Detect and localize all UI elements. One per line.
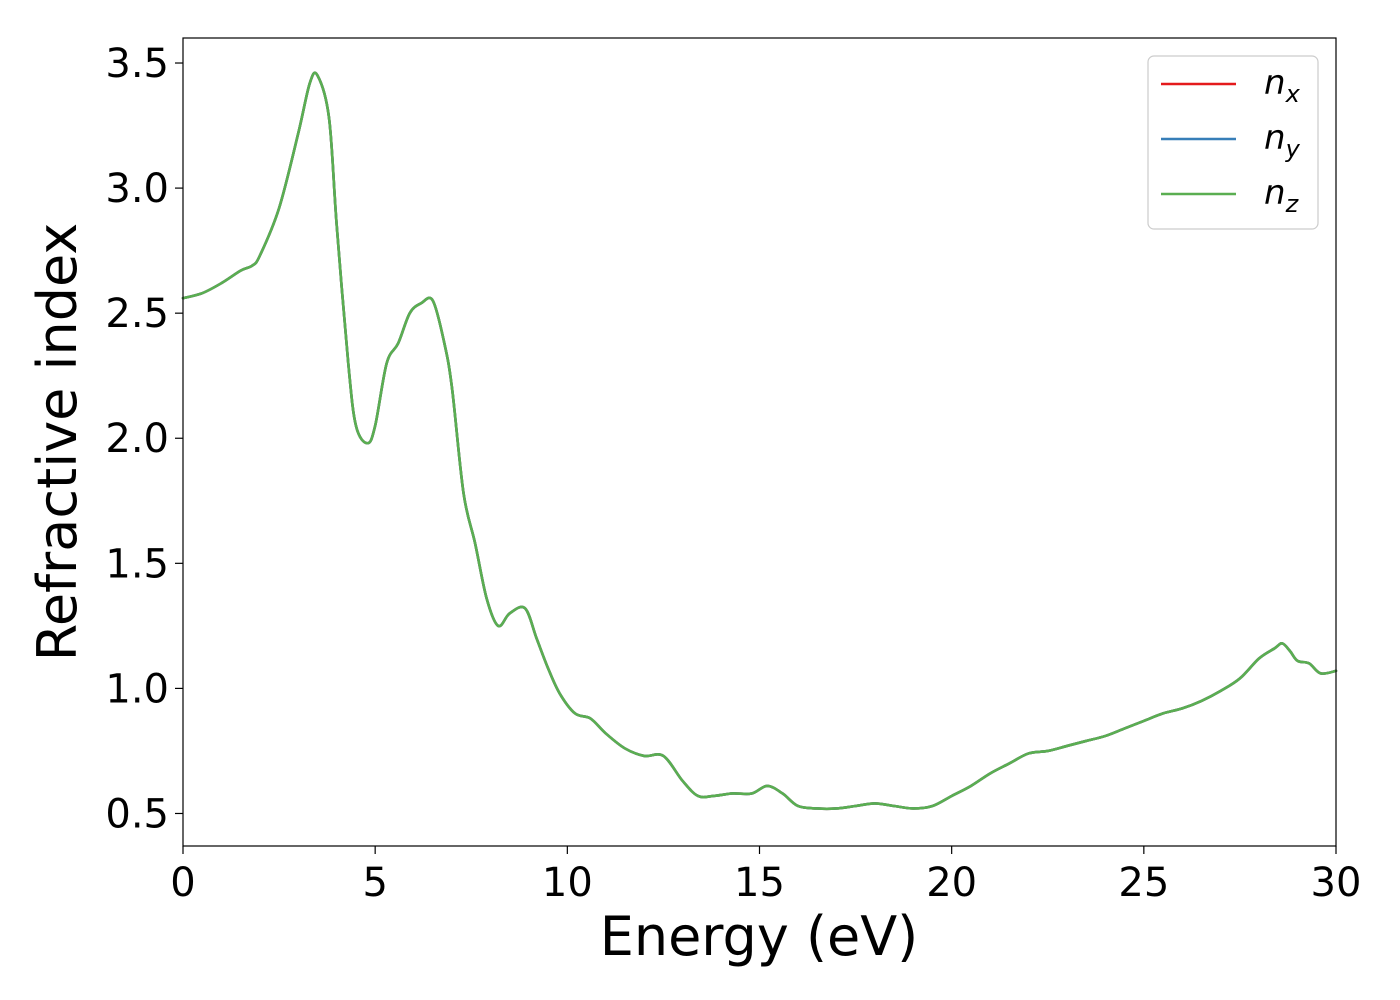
- x-tick-label: 25: [1118, 860, 1169, 906]
- x-axis-label: Energy (eV): [600, 905, 919, 968]
- y-tick-label: 0.5: [105, 791, 169, 837]
- y-tick-label: 3.0: [105, 166, 169, 212]
- x-tick-label: 5: [362, 860, 387, 906]
- x-axis-ticks: 0 5 10 15 20 25 30: [170, 846, 1361, 906]
- plot-frame: [182, 37, 1337, 847]
- legend: nx ny nz: [1147, 55, 1319, 230]
- y-tick-label: 2.5: [105, 291, 169, 337]
- legend-box: [1147, 55, 1319, 230]
- x-tick-label: 30: [1311, 860, 1362, 906]
- x-tick-label: 0: [170, 860, 195, 906]
- x-tick-label: 20: [926, 860, 977, 906]
- series-layer: [181, 71, 1338, 811]
- legend-label-nz: nz: [1264, 173, 1300, 218]
- x-tick-label: 10: [542, 860, 593, 906]
- y-axis-label: Refractive index: [26, 223, 89, 662]
- y-tick-label: 3.5: [105, 41, 169, 87]
- y-tick-label: 1.5: [105, 541, 169, 587]
- y-tick-label: 2.0: [105, 416, 169, 462]
- x-tick-label: 15: [734, 860, 785, 906]
- legend-label-ny: ny: [1264, 118, 1301, 163]
- y-tick-label: 1.0: [105, 666, 169, 712]
- y-axis-ticks: 0.5 1.0 1.5 2.0 2.5 3.0 3.5: [105, 41, 183, 837]
- legend-label-nx: nx: [1264, 63, 1301, 108]
- series-line-nz: [181, 71, 1338, 811]
